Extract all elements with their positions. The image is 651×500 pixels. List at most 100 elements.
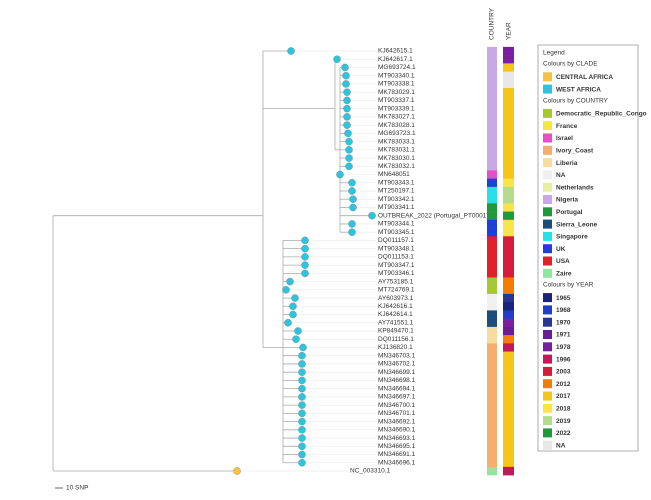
tip: [345, 154, 353, 162]
tip: [298, 360, 306, 368]
country-cell: [487, 302, 497, 311]
leaf-label: MT903344.1: [378, 221, 415, 228]
tip: [345, 146, 353, 154]
country-cell: [487, 145, 497, 155]
country-cell: [487, 285, 497, 295]
year-cell: [503, 228, 514, 237]
leaf-label: AY603973.1: [378, 295, 414, 302]
leaf-label: MK783033.1: [378, 138, 415, 145]
country-cell: [487, 384, 497, 394]
tip: [299, 343, 307, 352]
legend-label: 1965: [556, 295, 571, 302]
year-cell: [503, 252, 514, 262]
leaf-label: MT724769.1: [378, 287, 415, 294]
legend-swatch: [543, 256, 552, 266]
legend-label: Liberia: [556, 160, 578, 167]
legend-label: NA: [556, 442, 566, 449]
year-cell: [503, 63, 514, 72]
tip: [349, 195, 357, 204]
leaf-label: MT250197.1: [378, 188, 415, 195]
tip: [342, 71, 350, 80]
legend-label: Israel: [556, 135, 573, 142]
country-cell: [487, 162, 497, 171]
legend-label: 1996: [556, 356, 571, 363]
leaf-label: MK783027.1: [378, 114, 415, 121]
legend-swatch: [543, 170, 552, 180]
year-cell: [503, 88, 514, 97]
country-cell: [487, 71, 497, 81]
country-cell: [487, 335, 497, 344]
country-cell: [487, 170, 497, 179]
legend-swatch: [543, 108, 552, 118]
legend-label: Netherlands: [556, 184, 594, 191]
leaf-label: MN346691.1: [378, 451, 416, 458]
tip: [343, 88, 351, 96]
year-cell: [503, 343, 514, 352]
legend-label: UK: [556, 246, 566, 253]
year-cell: [503, 71, 514, 81]
tip: [344, 129, 352, 138]
legend-section-title: Colours by YEAR: [543, 282, 594, 289]
year-cell: [503, 458, 514, 468]
year-cell: [503, 326, 514, 336]
country-cell: [487, 442, 497, 451]
leaf-label: MN346694.1: [378, 385, 416, 392]
tip: [298, 376, 306, 385]
year-cell: [503, 318, 514, 328]
legend-label: WEST AFRICA: [556, 86, 601, 93]
leaf-label: MG693724.1: [378, 64, 416, 71]
country-cell: [487, 211, 497, 221]
legend-swatch: [543, 121, 552, 131]
legend-swatch: [543, 379, 552, 389]
leaf-label: DQ011153.1: [378, 254, 414, 261]
year-cell: [503, 186, 514, 196]
tip: [348, 187, 356, 195]
tip: [298, 442, 306, 451]
year-cell: [503, 359, 514, 369]
country-cell: [487, 392, 497, 402]
leaf-label: AY741551.1: [378, 319, 414, 326]
year-cell: [503, 145, 514, 155]
tip: [348, 178, 356, 187]
tip: [348, 220, 356, 228]
tip: [298, 434, 306, 442]
country-cell: [487, 351, 497, 361]
country-cell: [487, 153, 497, 163]
year-cell: [503, 368, 514, 377]
legend-label: 2018: [556, 406, 571, 413]
year-cell: [503, 170, 514, 179]
country-cell: [487, 244, 497, 254]
country-cell: [487, 203, 497, 212]
leaf-label: MN346701.1: [378, 410, 416, 417]
tip: [298, 458, 306, 467]
leaf-label: MT903339.1: [378, 105, 415, 112]
leaf-label: MT903340.1: [378, 72, 415, 79]
year-cell: [503, 277, 514, 287]
leaf-label: OUTBREAK_2022 (Portugal_PT0001): [378, 212, 489, 219]
leaf-label: MK783031.1: [378, 147, 415, 154]
legend-swatch: [543, 231, 552, 241]
country-cell: [487, 88, 497, 97]
legend-label: Zaire: [556, 271, 572, 278]
tip: [298, 426, 306, 434]
year-cell: [503, 285, 514, 295]
country-cell: [487, 318, 497, 328]
country-cell: [487, 277, 497, 287]
year-cell: [503, 417, 514, 427]
legend-box: [537, 44, 639, 452]
leaf-label: MN346692.1: [378, 418, 416, 425]
legend-label: 1968: [556, 307, 571, 314]
year-cell: [503, 244, 514, 254]
year-cell: [503, 153, 514, 163]
tip: [289, 310, 297, 319]
tip: [349, 203, 357, 212]
tip: [368, 211, 376, 220]
legend-swatch: [543, 366, 552, 376]
tip: [294, 327, 302, 335]
legend-swatch: [543, 84, 552, 94]
legend-label: 2022: [556, 430, 571, 437]
legend-swatch: [543, 342, 552, 352]
tip: [298, 450, 306, 459]
leaf-label: MN346695.1: [378, 443, 416, 450]
